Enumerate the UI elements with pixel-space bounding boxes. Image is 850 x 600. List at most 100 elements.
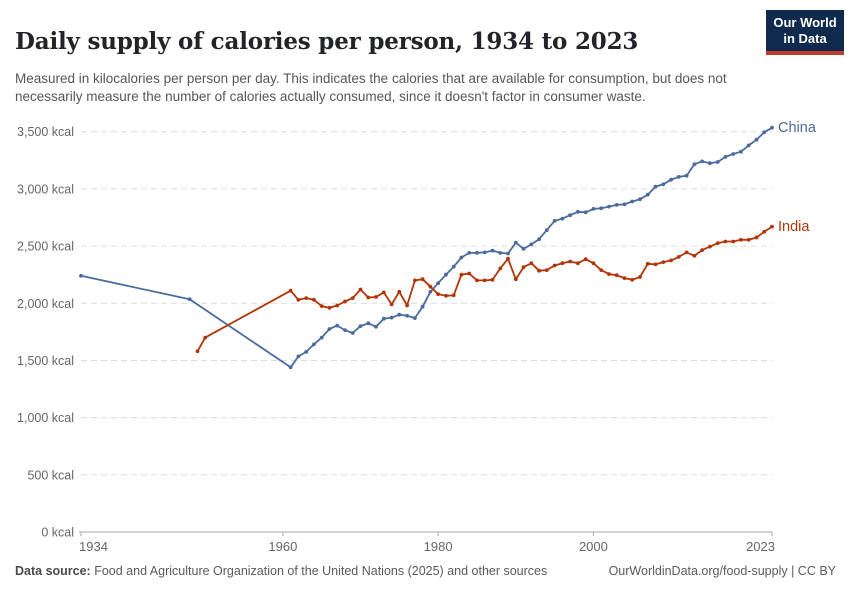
data-source-label: Data source: [15,564,91,578]
data-point-china [568,213,572,218]
data-point-india [544,268,549,272]
data-point-china [304,350,309,354]
data-point-china [312,342,316,347]
data-point-india [397,289,402,294]
data-point-china [653,184,658,189]
data-point-china [381,316,386,321]
data-point-china [513,240,518,245]
y-axis-tick-label: 2,000 kcal [17,297,74,311]
data-point-china [607,204,611,209]
data-point-china [552,219,557,223]
data-point-india [405,303,409,308]
data-point-india [591,261,596,266]
data-point-india [552,263,557,268]
data-point-india [576,261,580,266]
data-point-india [762,229,767,234]
y-axis-tick-label: 1,000 kcal [17,411,74,425]
data-point-china [770,125,774,130]
data-point-china [187,297,192,302]
data-point-india [614,273,619,278]
data-point-china [661,182,666,187]
data-point-india [374,295,378,299]
data-point-india [723,239,728,244]
data-point-china [676,175,681,179]
data-point-india [288,288,293,293]
data-point-china [79,273,83,278]
data-point-india [645,261,650,266]
x-axis-tick-label: 2000 [579,539,608,554]
data-point-china [475,251,479,255]
data-point-china [762,130,767,135]
data-point-india [715,241,720,246]
data-point-india [304,296,309,300]
data-point-china [506,251,510,256]
data-point-china [638,197,642,202]
data-point-india [428,284,433,289]
data-point-india [653,262,658,267]
data-point-india [420,277,425,282]
data-point-china [537,237,541,242]
data-point-china [684,173,689,178]
data-point-china [700,159,704,164]
data-point-china [521,247,526,251]
data-point-india [622,276,627,280]
data-point-china [405,313,409,318]
data-point-china [420,304,425,309]
data-point-china [746,143,751,148]
y-axis-tick-label: 1,500 kcal [17,354,74,368]
data-point-india [451,293,456,298]
data-point-china [669,177,673,182]
data-point-india [513,277,518,282]
data-point-india [676,255,681,259]
data-point-china [754,137,759,142]
owid-logo-line1: Our World [773,15,837,30]
data-point-india [731,239,736,244]
x-axis-tick-label: 1980 [424,539,453,554]
data-point-india [770,224,774,229]
y-axis-tick-label: 0 kcal [41,526,74,540]
data-point-china [630,199,635,204]
data-point-india [358,287,363,292]
data-point-china [296,354,301,359]
data-point-china [583,210,588,215]
data-source-text: Food and Agriculture Organization of the… [90,564,548,578]
data-point-china [366,321,371,326]
data-point-india [467,271,472,276]
data-point-india [521,265,526,270]
x-axis-tick-label: 1934 [79,539,108,554]
data-point-china [599,206,604,211]
data-point-india [498,266,503,271]
data-point-china [591,207,596,211]
data-point-india [692,253,697,258]
owid-logo[interactable]: Our World in Data [766,10,844,55]
data-point-india [195,349,200,354]
data-point-india [560,261,565,266]
data-point-china [327,327,332,331]
data-point-china [482,250,487,255]
data-point-india [490,277,495,282]
data-point-china [614,203,619,207]
y-axis-tick-label: 3,000 kcal [17,182,74,196]
data-point-india [638,275,642,279]
data-point-india [746,237,751,242]
data-point-china [358,324,363,328]
line-chart: 0 kcal 500 kcal 1,000 kcal 1,500 kcal 2,000 … [17,120,817,554]
data-point-india [413,278,417,283]
data-point-india [684,250,689,255]
footer-link[interactable]: OurWorldinData.org/food-supply | CC BY [608,564,836,578]
y-axis-tick-label: 2,500 kcal [17,240,74,254]
data-point-india [343,299,347,304]
data-point-india [482,278,487,283]
data-point-india [506,256,510,261]
owid-logo-line2: in Data [783,31,827,46]
data-point-india [203,335,208,340]
data-point-india [475,278,479,283]
chart-title: Daily supply of calories per person, 193… [15,28,639,56]
data-point-india [459,272,464,277]
data-point-india [708,244,712,249]
y-axis-tick-label: 500 kcal [27,468,74,482]
data-point-india [599,268,604,272]
data-point-india [739,237,743,242]
x-axis-tick-label: 1960 [268,539,297,554]
